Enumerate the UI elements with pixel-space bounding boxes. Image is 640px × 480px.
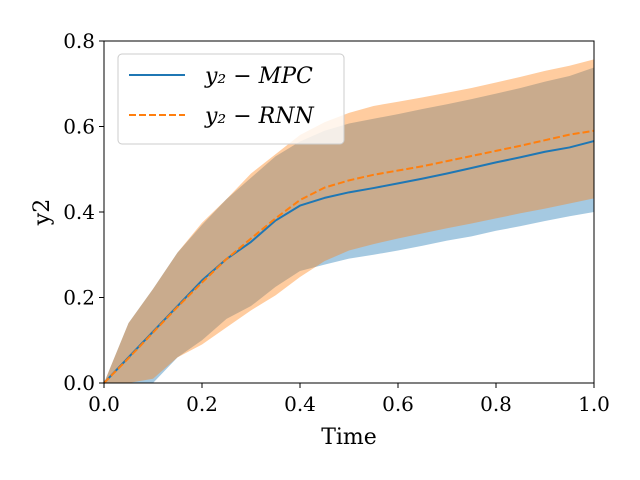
legend-label-mpc: y₂ − MPC [204,64,313,89]
y-axis-label: y2 [30,199,55,226]
y-tick-label: 0.8 [63,29,95,53]
x-tick-label: 1.0 [578,392,610,416]
x-tick-label: 0.8 [480,392,512,416]
legend-label-rnn: y₂ − RNN [204,104,314,129]
legend-box [117,53,345,145]
confidence-band-mpc [104,67,594,383]
x-axis-ticks: 0.0 0.2 0.4 0.6 0.8 1.0 [88,383,610,416]
series-line-mpc [103,140,595,384]
legend: y₂ − MPC y₂ − RNN [117,53,345,145]
y-tick-label: 0.2 [63,286,95,310]
x-tick-label: 0.0 [88,392,120,416]
y-tick-label: 0.0 [63,371,95,395]
y-axis-ticks: 0.0 0.2 0.4 0.6 0.8 [63,29,104,395]
y-tick-label: 0.4 [63,200,95,224]
x-tick-label: 0.4 [284,392,316,416]
confidence-band-rnn [104,59,594,383]
series-line-rnn [103,129,595,384]
x-tick-label: 0.2 [186,392,218,416]
x-tick-label: 0.6 [382,392,414,416]
series-lines [103,129,595,384]
confidence-bands [104,59,594,383]
x-axis-label: Time [321,425,377,450]
y-tick-label: 0.6 [63,115,95,139]
